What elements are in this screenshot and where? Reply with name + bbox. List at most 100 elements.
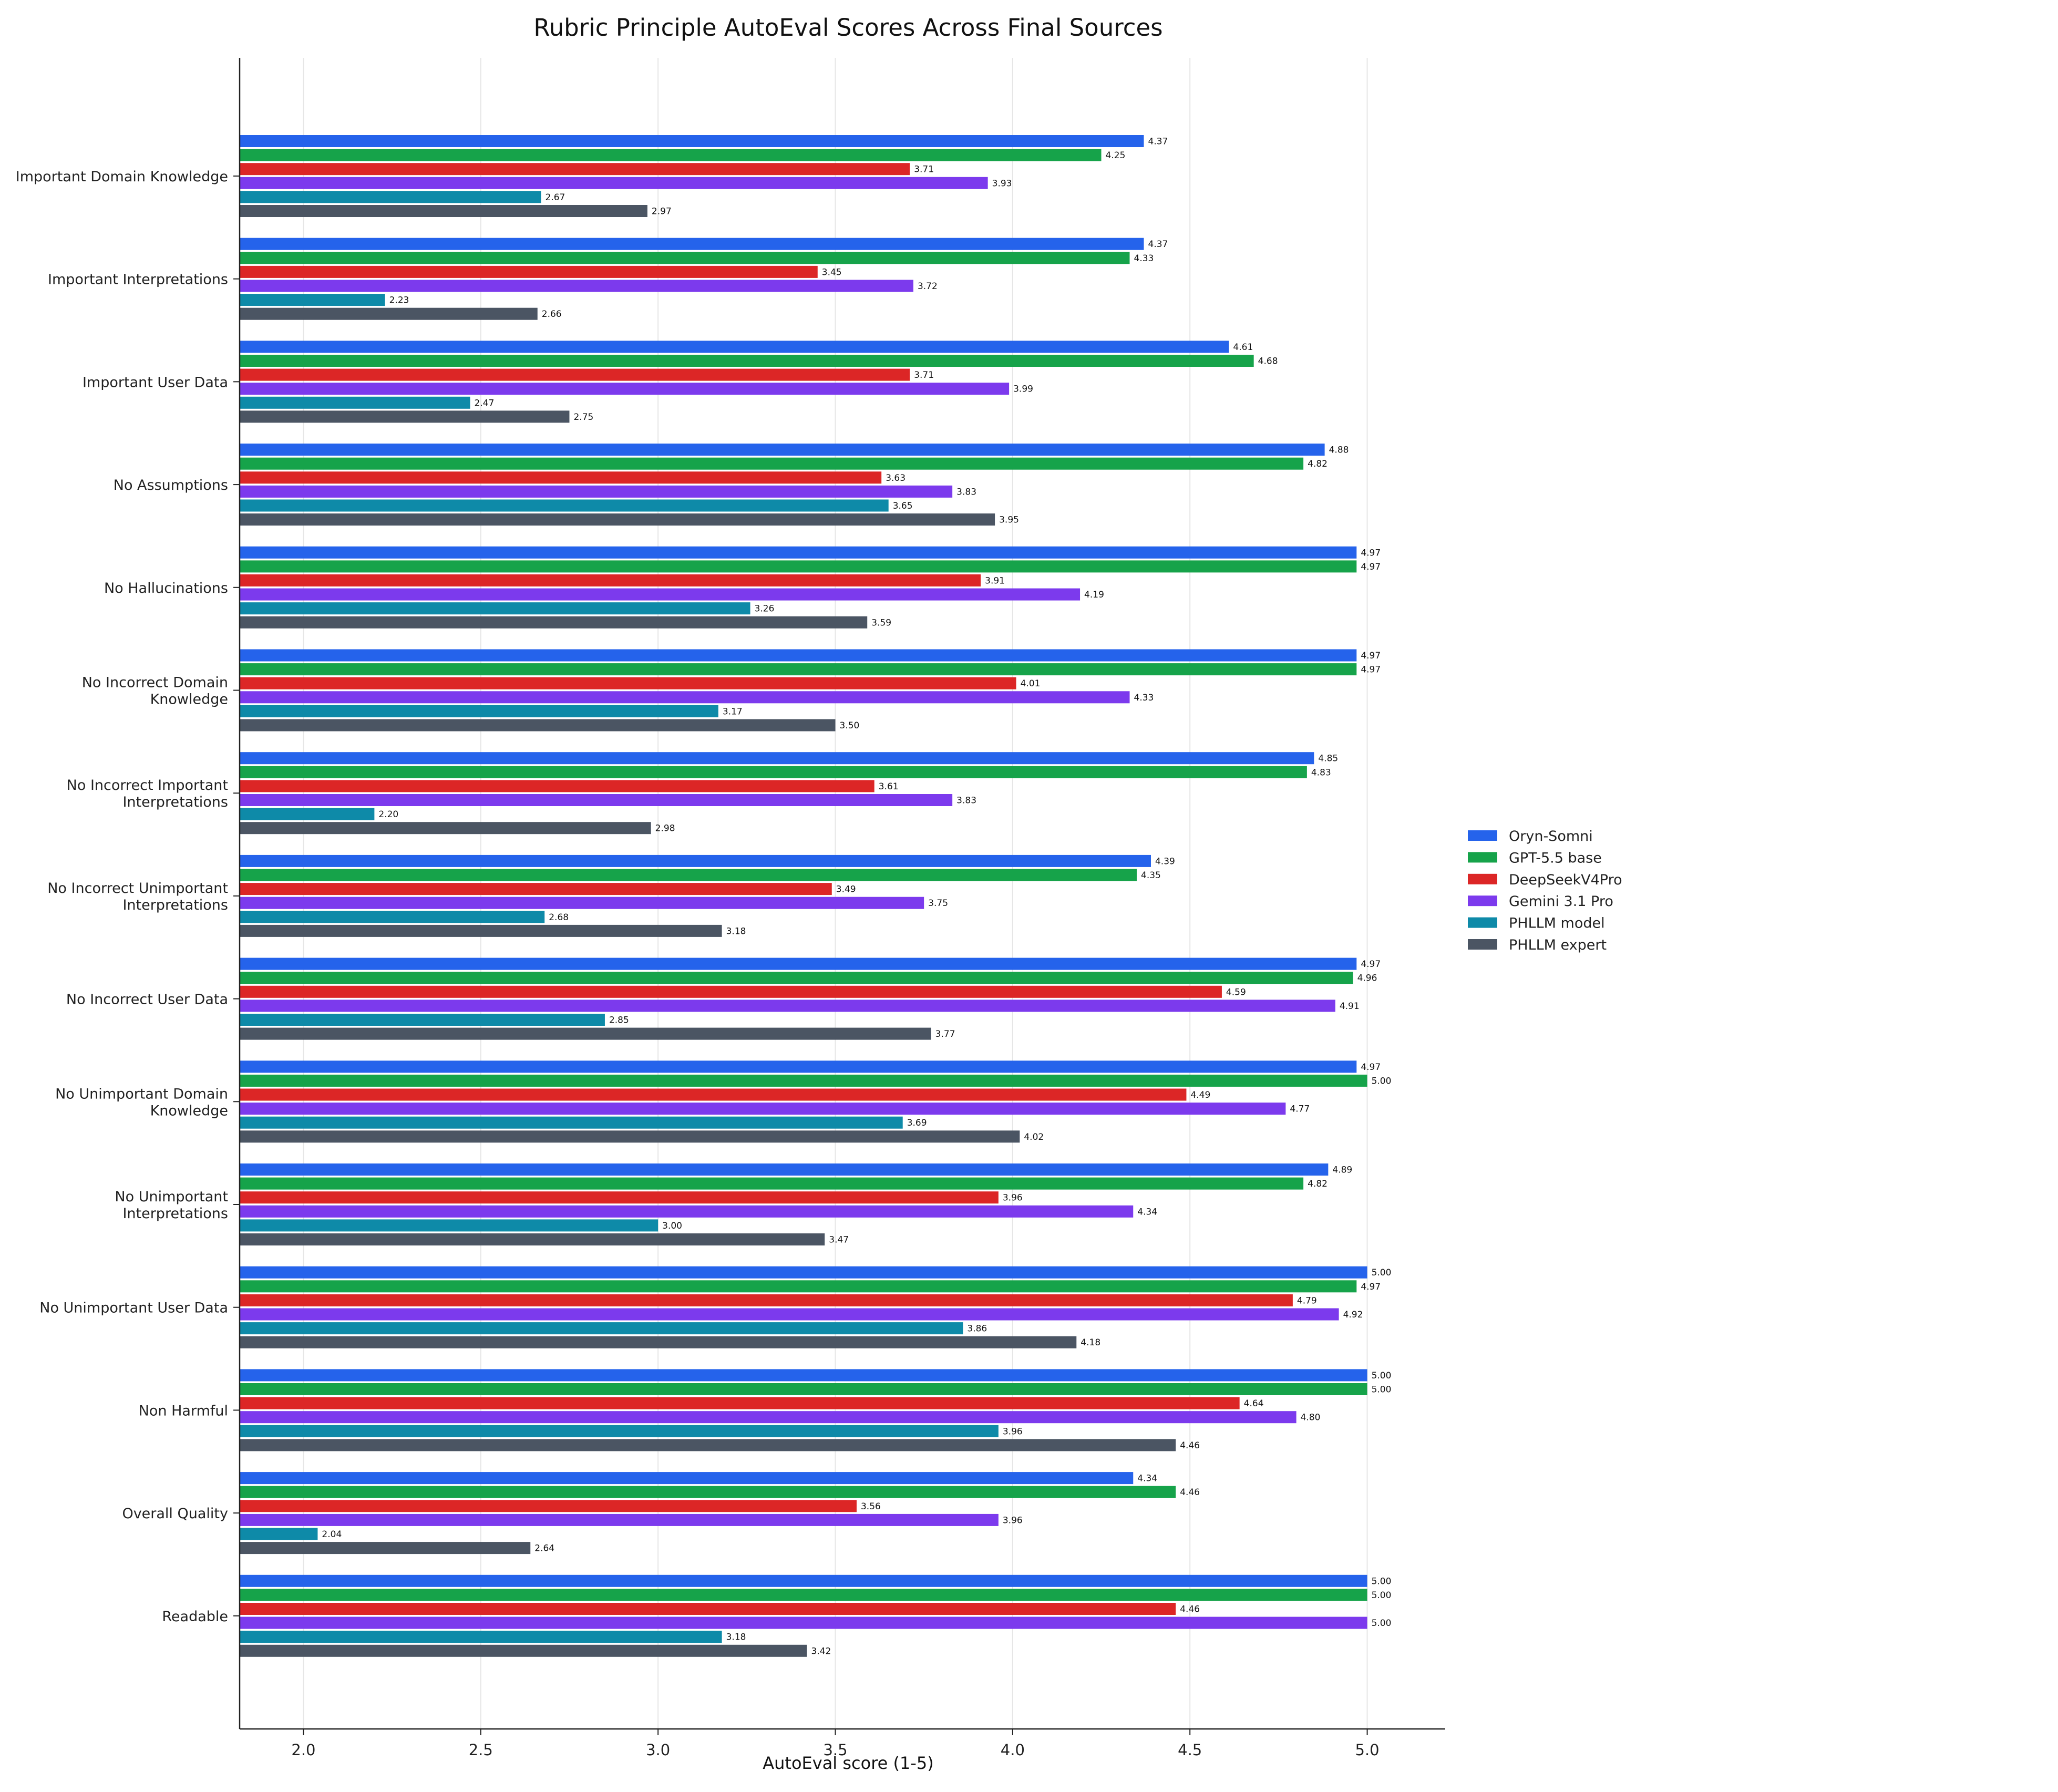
- bar-gpt-5-5-base-no-incorrect-user-data: [240, 972, 1353, 984]
- data-label: 5.00: [1372, 1618, 1392, 1629]
- bar-oryn-somni-no-incorrect-unimportant-interpretations: [240, 854, 1151, 867]
- bar-oryn-somni-readable: [240, 1574, 1367, 1587]
- data-label: 4.33: [1134, 253, 1154, 264]
- category-group-no-incorrect-important-interpretations: 4.85 4.83 3.61 3.83 2.20 2.98: [240, 752, 1338, 835]
- bar-gemini-3-1-pro-no-hallucinations: [240, 588, 1081, 601]
- data-label: 2.97: [652, 207, 672, 217]
- y-tick-label-non-harmful: Non Harmful: [139, 1403, 228, 1419]
- x-tick-label: 3.0: [646, 1741, 670, 1759]
- data-label: 2.98: [655, 823, 675, 834]
- legend-item-gpt-5-5-base: GPT-5.5 base: [1468, 850, 1602, 866]
- bar-phllm-model-important-domain-knowledge: [240, 191, 541, 203]
- bar-gemini-3-1-pro-no-unimportant-user-data: [240, 1308, 1339, 1321]
- bar-phllm-model-no-unimportant-domain-knowledge: [240, 1116, 903, 1129]
- category-group-no-assumptions: 4.884.82 3.63 3.83 3.65 3.95: [240, 444, 1349, 526]
- data-label: 3.77: [935, 1029, 955, 1039]
- x-tick-label: 2.0: [291, 1741, 315, 1759]
- data-label: 2.66: [542, 309, 562, 320]
- data-label: 4.64: [1244, 1398, 1264, 1409]
- bar-phllm-model-no-incorrect-user-data: [240, 1014, 605, 1026]
- legend-swatch: [1468, 830, 1497, 841]
- data-label: 4.77: [1290, 1104, 1310, 1115]
- category-group-no-hallucinations: 4.97 4.97 3.91 4.19 3.26 3.59: [240, 546, 1381, 629]
- category-group-readable: 5.00 5.00 4.46 5.00 3.18 3.42: [240, 1574, 1392, 1657]
- data-label: 3.96: [1003, 1515, 1023, 1526]
- bar-gpt-5-5-base-important-interpretations: [240, 252, 1130, 264]
- axes: 2.0 2.5 3.0 3.5 4.0 4.5 5.0 Important Domain Kn…: [16, 58, 1445, 1759]
- bar-phllm-model-no-unimportant-user-data: [240, 1322, 963, 1335]
- data-label: 4.33: [1134, 693, 1154, 703]
- data-label: 3.47: [829, 1235, 849, 1245]
- bar-phllm-expert-no-hallucinations: [240, 616, 868, 629]
- data-label: 4.25: [1106, 150, 1126, 161]
- legend-label: DeepSeekV4Pro: [1509, 872, 1622, 888]
- bar-gemini-3-1-pro-no-unimportant-interpretations: [240, 1205, 1134, 1218]
- data-label: 4.97: [1361, 1282, 1381, 1292]
- data-label: 2.20: [378, 809, 398, 820]
- bar-phllm-model-overall-quality: [240, 1528, 318, 1540]
- data-label: 4.89: [1332, 1165, 1352, 1176]
- data-label: 2.75: [573, 412, 593, 423]
- data-label: 5.00: [1372, 1385, 1392, 1395]
- bar-oryn-somni-no-incorrect-user-data: [240, 957, 1357, 970]
- data-label: 5.00: [1372, 1268, 1392, 1278]
- legend-item-phllm-model: PHLLM model: [1468, 915, 1605, 932]
- bar-deepseekv4pro-no-unimportant-domain-knowledge: [240, 1088, 1187, 1101]
- data-label: 3.61: [879, 781, 899, 792]
- legend-label: PHLLM model: [1509, 915, 1605, 932]
- bar-oryn-somni-important-domain-knowledge: [240, 135, 1144, 147]
- data-label: 4.97: [1361, 651, 1381, 661]
- legend-item-oryn-somni: Oryn-Somni: [1468, 828, 1593, 844]
- data-label: 4.96: [1357, 973, 1377, 984]
- bar-oryn-somni-overall-quality: [240, 1472, 1134, 1485]
- bar-oryn-somni-non-harmful: [240, 1369, 1367, 1382]
- bars: 4.37 4.25 3.71 3.93 2.67 2.97 4.37 4.33 3.45 3.72…: [240, 135, 1391, 1657]
- data-label: 4.85: [1318, 754, 1338, 764]
- y-tick-label-no-incorrect-user-data: No Incorrect User Data: [66, 992, 228, 1008]
- bar-phllm-expert-no-unimportant-domain-knowledge: [240, 1130, 1020, 1143]
- bar-phllm-model-no-unimportant-interpretations: [240, 1219, 658, 1232]
- bar-oryn-somni-no-unimportant-user-data: [240, 1266, 1367, 1279]
- bar-gpt-5-5-base-no-assumptions: [240, 457, 1304, 470]
- data-label: 4.88: [1329, 445, 1349, 456]
- data-label: 5.00: [1372, 1076, 1392, 1086]
- data-label: 5.00: [1372, 1371, 1392, 1381]
- data-label: 3.91: [985, 576, 1005, 586]
- x-axis-title: AutoEval score (1-5): [763, 1753, 934, 1773]
- data-label: 3.96: [1003, 1426, 1023, 1437]
- data-label: 2.47: [475, 398, 495, 408]
- data-label: 4.82: [1308, 459, 1328, 469]
- bar-gemini-3-1-pro-readable: [240, 1616, 1367, 1629]
- data-label: 3.59: [871, 617, 891, 628]
- bar-gpt-5-5-base-no-unimportant-interpretations: [240, 1177, 1304, 1190]
- legend-label: Gemini 3.1 Pro: [1509, 893, 1613, 910]
- category-group-important-domain-knowledge: 4.37 4.25 3.71 3.93 2.67 2.97: [240, 135, 1168, 217]
- bar-phllm-model-readable: [240, 1631, 722, 1643]
- bar-phllm-model-no-assumptions: [240, 499, 889, 512]
- data-label: 4.18: [1081, 1337, 1100, 1348]
- legend-label: PHLLM expert: [1509, 937, 1607, 953]
- data-label: 2.23: [389, 295, 409, 306]
- bar-gemini-3-1-pro-no-incorrect-unimportant-interpretations: [240, 897, 924, 909]
- bar-gpt-5-5-base-readable: [240, 1589, 1367, 1601]
- chart-title: Rubric Principle AutoEval Scores Across …: [533, 14, 1162, 42]
- legend-swatch: [1468, 895, 1497, 907]
- data-label: 3.71: [914, 164, 934, 175]
- data-label: 3.72: [918, 281, 938, 292]
- bar-oryn-somni-no-assumptions: [240, 444, 1325, 456]
- data-label: 3.50: [840, 720, 860, 731]
- bar-deepseekv4pro-no-unimportant-user-data: [240, 1294, 1293, 1306]
- data-label: 4.61: [1233, 342, 1253, 353]
- category-group-no-incorrect-unimportant-interpretations: 4.39 4.35 3.49 3.75 2.68 3.18: [240, 854, 1175, 937]
- x-tick-label: 4.0: [1001, 1741, 1025, 1759]
- bar-gpt-5-5-base-no-hallucinations: [240, 560, 1357, 573]
- y-tick-label-no-hallucinations: No Hallucinations: [104, 580, 228, 596]
- data-label: 3.86: [967, 1324, 987, 1334]
- data-label: 4.34: [1137, 1474, 1157, 1484]
- y-tick-label-no-incorrect-unimportant-interpretations: No Incorrect Unimportant Interpretations: [47, 880, 228, 913]
- data-label: 4.46: [1180, 1487, 1200, 1498]
- legend-swatch: [1468, 917, 1497, 928]
- data-label: 4.79: [1297, 1295, 1317, 1306]
- data-label: 4.34: [1137, 1207, 1157, 1217]
- bar-gpt-5-5-base-non-harmful: [240, 1383, 1367, 1395]
